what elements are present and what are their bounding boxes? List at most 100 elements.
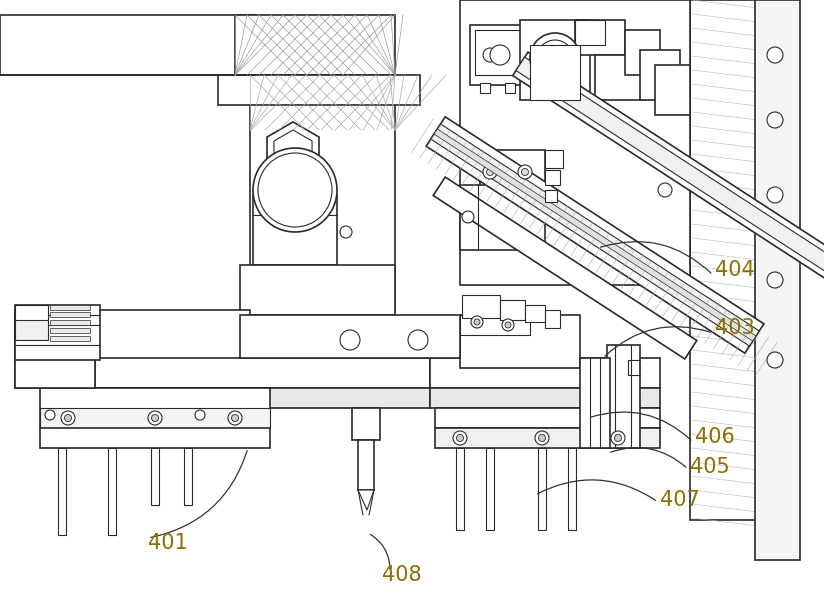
Polygon shape: [430, 358, 660, 388]
Text: 405: 405: [690, 457, 730, 477]
Circle shape: [505, 322, 511, 328]
Bar: [17, 346, 29, 351]
Polygon shape: [15, 340, 55, 358]
Polygon shape: [15, 305, 48, 320]
Circle shape: [228, 411, 242, 425]
Polygon shape: [58, 448, 66, 535]
Polygon shape: [655, 65, 690, 115]
Polygon shape: [545, 310, 560, 328]
Circle shape: [502, 319, 514, 331]
Polygon shape: [530, 45, 580, 100]
Polygon shape: [15, 305, 100, 360]
Text: 408: 408: [382, 565, 422, 585]
Circle shape: [471, 316, 483, 328]
Polygon shape: [50, 320, 90, 325]
Text: 406: 406: [695, 427, 735, 447]
Bar: [17, 330, 29, 335]
Text: 404: 404: [715, 260, 755, 280]
Polygon shape: [460, 0, 690, 285]
Bar: [17, 338, 29, 343]
Circle shape: [767, 112, 783, 128]
Circle shape: [152, 414, 158, 421]
Polygon shape: [218, 75, 420, 105]
Polygon shape: [267, 122, 319, 182]
Circle shape: [45, 410, 55, 420]
Polygon shape: [460, 315, 530, 335]
Polygon shape: [430, 388, 660, 408]
Circle shape: [64, 414, 72, 421]
Polygon shape: [15, 305, 48, 340]
Polygon shape: [95, 358, 430, 388]
Polygon shape: [480, 195, 545, 218]
Polygon shape: [460, 315, 580, 368]
Text: 401: 401: [148, 533, 188, 553]
Polygon shape: [426, 117, 764, 353]
Polygon shape: [358, 490, 374, 510]
Polygon shape: [545, 150, 563, 168]
Circle shape: [767, 187, 783, 203]
Text: 403: 403: [715, 318, 755, 338]
Polygon shape: [460, 185, 545, 250]
Circle shape: [453, 431, 467, 445]
Polygon shape: [690, 0, 760, 520]
Polygon shape: [274, 130, 312, 174]
Circle shape: [767, 352, 783, 368]
Polygon shape: [40, 408, 270, 428]
Circle shape: [474, 319, 480, 325]
Polygon shape: [40, 428, 270, 448]
Polygon shape: [358, 440, 374, 490]
Polygon shape: [15, 310, 95, 388]
Polygon shape: [500, 300, 525, 320]
Circle shape: [408, 330, 428, 350]
Polygon shape: [240, 315, 460, 358]
Circle shape: [611, 431, 625, 445]
Circle shape: [232, 414, 238, 421]
Polygon shape: [475, 30, 525, 75]
Circle shape: [615, 435, 621, 441]
Polygon shape: [640, 50, 680, 100]
Circle shape: [253, 148, 337, 232]
Polygon shape: [15, 358, 95, 388]
Circle shape: [658, 183, 672, 197]
Circle shape: [462, 211, 474, 223]
Polygon shape: [516, 57, 824, 343]
Polygon shape: [253, 195, 337, 265]
Polygon shape: [480, 150, 545, 195]
Polygon shape: [240, 265, 395, 315]
Polygon shape: [151, 448, 159, 505]
Polygon shape: [50, 312, 90, 317]
Circle shape: [258, 153, 332, 227]
Polygon shape: [15, 318, 75, 340]
Circle shape: [530, 33, 580, 83]
Polygon shape: [480, 83, 490, 93]
Polygon shape: [755, 0, 800, 560]
Circle shape: [61, 411, 75, 425]
Polygon shape: [513, 52, 824, 348]
Polygon shape: [456, 448, 464, 530]
Polygon shape: [625, 30, 660, 75]
Circle shape: [340, 226, 352, 238]
Text: 407: 407: [660, 490, 700, 510]
Bar: [17, 354, 29, 359]
Polygon shape: [575, 20, 625, 55]
Polygon shape: [575, 20, 605, 45]
Polygon shape: [50, 305, 90, 310]
Polygon shape: [435, 408, 660, 428]
Polygon shape: [462, 295, 500, 318]
Polygon shape: [235, 15, 395, 75]
Polygon shape: [486, 448, 494, 530]
Polygon shape: [435, 428, 660, 448]
Polygon shape: [545, 190, 557, 202]
Polygon shape: [0, 15, 255, 75]
Polygon shape: [580, 358, 610, 448]
Circle shape: [535, 431, 549, 445]
Polygon shape: [108, 448, 116, 535]
Polygon shape: [50, 336, 90, 341]
Polygon shape: [568, 448, 576, 530]
Polygon shape: [50, 328, 90, 333]
Polygon shape: [184, 448, 192, 505]
Polygon shape: [433, 177, 697, 359]
Polygon shape: [431, 124, 759, 346]
Polygon shape: [40, 388, 270, 428]
Polygon shape: [520, 20, 590, 100]
